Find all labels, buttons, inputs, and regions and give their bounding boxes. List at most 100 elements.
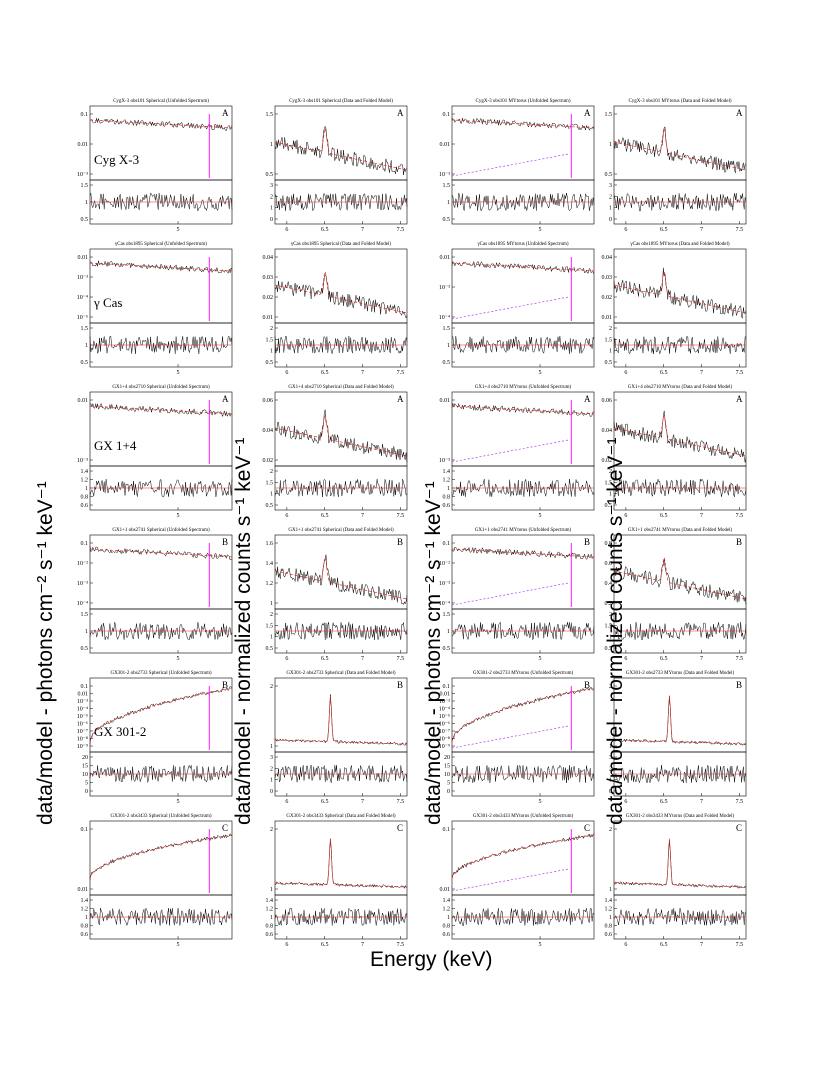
residual-series: [613, 335, 747, 355]
residual-tick-label: 1: [447, 486, 450, 492]
residual-tick-label: 0.6: [81, 932, 89, 938]
x-tick-label: 6.5: [660, 799, 668, 805]
residual-tick-label: 2: [609, 469, 612, 475]
panel-22: GX301-2 obs3433 MYtorus (Unfolded Spectr…: [440, 814, 595, 948]
residual-tick-label: 5: [85, 781, 88, 787]
panel-18: GX301-2 obs2733 MYtorus (Unfolded Spectr…: [439, 671, 595, 805]
panel-letter: B: [397, 680, 403, 690]
residual-tick-label: 2: [270, 469, 273, 475]
top-tick-label: 0.01: [602, 315, 613, 321]
residual-tick-label: 0: [609, 217, 612, 223]
top-tick-label: 10⁻³: [77, 458, 88, 464]
residual-tick-label: 1.4: [266, 898, 274, 904]
residual-series: [274, 335, 408, 355]
residual-tick-label: 0.6: [443, 503, 451, 509]
x-tick-label: 6.5: [321, 227, 329, 233]
residual-tick-label: 0.8: [81, 495, 89, 501]
x-tick-label: 7: [700, 370, 703, 376]
top-tick-label: 0.01: [78, 398, 89, 404]
residual-series: [613, 478, 747, 498]
residual-series: [613, 193, 747, 212]
panel-9: GX1+4 obs2710 Spherical (Data and Folded…: [263, 385, 408, 519]
top-tick-label: 1: [270, 601, 273, 607]
x-tick-label: 7: [361, 370, 364, 376]
panel-8: GX1+4 obs2710 Spherical (Unfolded Spectr…: [77, 385, 233, 519]
top-tick-label: 10⁻⁴: [439, 315, 450, 321]
residual-tick-label: 1: [270, 492, 273, 498]
panel-title: GX301-2 obs2733 MYtorus (Unfolded Spectr…: [473, 671, 574, 676]
residual-tick-label: 2: [609, 766, 612, 772]
residual-tick-label: 1.5: [81, 183, 89, 189]
data-series: [89, 833, 233, 880]
x-tick-label: 6: [624, 656, 627, 662]
residual-series: [89, 479, 233, 498]
top-tick-label: 10⁻⁷: [77, 729, 88, 735]
torus-component: [451, 439, 569, 463]
residual-tick-label: 0.6: [81, 503, 89, 509]
residual-tick-label: 1.4: [81, 898, 89, 904]
x-tick-label: 6: [624, 942, 627, 948]
top-tick-label: 10⁻⁹: [439, 744, 450, 750]
panel-letter: A: [222, 394, 229, 404]
residual-tick-label: 1: [270, 635, 273, 641]
residual-tick-label: 0.8: [443, 495, 451, 501]
panel-title: CygX-3 obs101 Spherical (Data and Folded…: [289, 99, 393, 104]
top-tick-label: 0.02: [263, 458, 274, 464]
x-tick-label: 5: [539, 227, 542, 233]
residual-tick-label: 0.5: [266, 503, 274, 509]
top-frame: [451, 677, 595, 753]
x-tick-label: 5: [177, 799, 180, 805]
top-tick-label: 0.1: [443, 112, 451, 118]
panel-1: CygX-3 obs101 Spherical (Data and Folded…: [266, 99, 408, 233]
ylabel-left: data/model - photons cm⁻² s⁻¹ keV⁻¹: [34, 481, 57, 825]
residual-tick-label: 1: [270, 915, 273, 921]
top-tick-label: 10⁻⁴: [77, 707, 88, 713]
top-tick-label: 0.01: [440, 142, 451, 148]
top-tick-label: 10⁻⁶: [439, 722, 450, 728]
x-tick-label: 5: [539, 799, 542, 805]
panel-title: γCas obs1895 Spherical (Unfolded Spectru…: [115, 242, 207, 247]
panel-title: GX301-2 obs2733 Spherical (Data and Fold…: [286, 671, 395, 676]
top-tick-label: 0.1: [443, 827, 451, 833]
residual-series: [451, 621, 595, 641]
panel-letter: A: [736, 394, 743, 404]
top-tick-label: 0.01: [440, 887, 451, 893]
model-series: [451, 119, 595, 129]
top-tick-label: 10⁻³: [439, 458, 450, 464]
residual-tick-label: 0.5: [605, 646, 613, 652]
residual-tick-label: 0.8: [81, 924, 89, 930]
panel-title: CygX-3 obs101 Spherical (Unfolded Spectr…: [113, 99, 209, 104]
x-tick-label: 6.5: [321, 370, 329, 376]
top-tick-label: 2: [609, 827, 612, 833]
panel-2: CygX-3 obs101 MYtorus (Unfolded Spectrum…: [439, 99, 595, 233]
residual-series: [274, 478, 408, 498]
torus-component: [451, 725, 569, 749]
residual-tick-label: 10: [82, 772, 88, 778]
residual-tick-label: 1.5: [266, 480, 274, 486]
top-tick-label: 0.2: [605, 601, 613, 607]
model-series: [274, 270, 408, 314]
panel-title: GX1+4 obs2710 MYtorus (Data and Folded M…: [628, 385, 733, 390]
residual-tick-label: 1.2: [443, 478, 451, 484]
residual-tick-label: 0.5: [81, 217, 89, 223]
x-tick-label: 5: [539, 513, 542, 519]
x-tick-label: 6.5: [321, 799, 329, 805]
top-tick-label: 0.04: [263, 255, 274, 261]
top-tick-label: 0.4: [605, 581, 613, 587]
top-frame: [274, 248, 408, 324]
panel-letter: A: [584, 394, 591, 404]
top-tick-label: 0.8: [605, 541, 613, 547]
residual-tick-label: 1: [85, 200, 88, 206]
residual-series: [451, 335, 595, 354]
ylabel-mid: data/model - normalized counts s⁻¹ keV⁻¹: [232, 437, 255, 825]
x-tick-label: 7.5: [397, 513, 405, 519]
top-tick-label: 0.1: [443, 684, 451, 690]
x-tick-label: 7: [700, 942, 703, 948]
top-tick-label: 0.03: [602, 275, 613, 281]
top-tick-label: 0.1: [81, 112, 89, 118]
top-tick-label: 0.04: [602, 428, 613, 434]
top-tick-label: 1: [270, 744, 273, 750]
top-tick-label: 2: [270, 684, 273, 690]
top-tick-label: 10⁻³: [439, 581, 450, 587]
residual-tick-label: 0.5: [266, 360, 274, 366]
